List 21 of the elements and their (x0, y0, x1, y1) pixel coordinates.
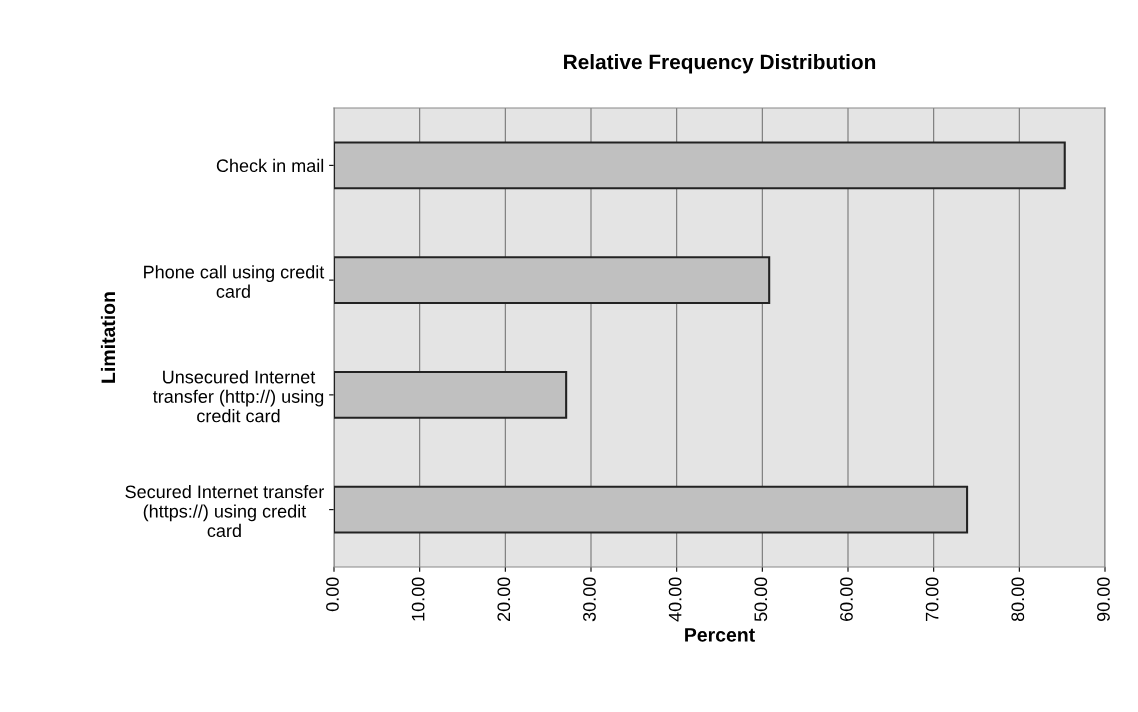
x-tick-label: 80.00 (1011, 577, 1025, 622)
y-axis-title: Limitation (100, 292, 116, 383)
bar (334, 256, 771, 305)
x-tick-label: 90.00 (1097, 577, 1110, 622)
x-tick-label: 60.00 (840, 577, 853, 621)
x-axis-title: Percent (685, 628, 755, 642)
y-tick-label: Check in mail (216, 158, 324, 173)
x-tick-label: 20.00 (497, 577, 511, 621)
bar (334, 141, 1066, 190)
x-tick-label: 70.00 (925, 577, 939, 621)
x-tick-label: 40.00 (668, 577, 682, 622)
x-tick-label: 50.00 (754, 577, 768, 622)
y-tick-label: Unsecured Internet transfer (http://) using credit card (152, 370, 324, 423)
x-tick-label: 0.00 (326, 577, 339, 612)
bar (334, 370, 568, 419)
y-tick-label: Phone call using credit card (144, 265, 325, 298)
y-tick-label: Secured Internet transfer (https://) using credit card (125, 484, 324, 538)
chart-title: Relative Frequency Distribution (564, 54, 876, 74)
x-tick-label: 10.00 (411, 577, 425, 621)
x-tick-label: 30.00 (583, 577, 596, 622)
bar (334, 485, 969, 534)
